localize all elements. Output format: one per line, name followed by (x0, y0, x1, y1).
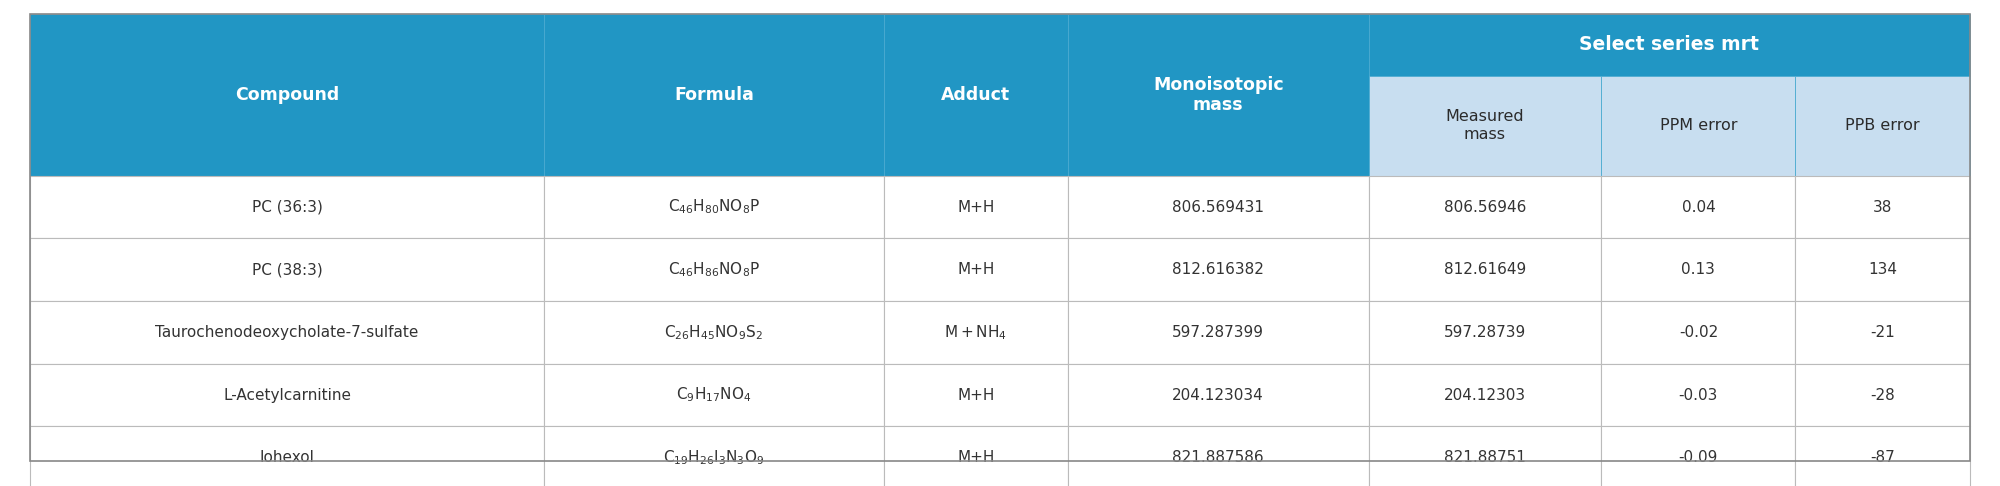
Text: -0.02: -0.02 (1678, 325, 1718, 340)
Bar (30, 175, 544, 238)
Text: $\mathregular{C_{19}H_{26}I_{3}N_{3}O_{9}}$: $\mathregular{C_{19}H_{26}I_{3}N_{3}O_{9… (664, 448, 764, 467)
Bar (884, 175, 1068, 238)
Text: $\mathregular{C_{9}H_{17}NO_{4}}$: $\mathregular{C_{9}H_{17}NO_{4}}$ (676, 386, 752, 404)
Bar (30, 426, 544, 486)
Text: -87: -87 (1870, 450, 1896, 465)
Bar (1368, 175, 1602, 238)
Text: Adduct: Adduct (942, 86, 1010, 104)
Bar (1368, 301, 1602, 364)
Text: Taurochenodeoxycholate-7-sulfate: Taurochenodeoxycholate-7-sulfate (156, 325, 418, 340)
Text: 821.887586: 821.887586 (1172, 450, 1264, 465)
Bar (30, 301, 544, 364)
Bar (1602, 238, 1796, 301)
Text: 597.287399: 597.287399 (1172, 325, 1264, 340)
Text: 0.13: 0.13 (1682, 262, 1716, 277)
Text: 812.616382: 812.616382 (1172, 262, 1264, 277)
Bar (1796, 76, 1970, 175)
Text: $\mathregular{M+NH_{4}}$: $\mathregular{M+NH_{4}}$ (944, 323, 1008, 342)
Text: $\mathregular{C_{26}H_{45}NO_{9}S_{2}}$: $\mathregular{C_{26}H_{45}NO_{9}S_{2}}$ (664, 323, 764, 342)
Bar (1368, 426, 1602, 486)
Bar (544, 426, 884, 486)
Text: -0.03: -0.03 (1678, 387, 1718, 402)
Bar (884, 238, 1068, 301)
Bar (1796, 301, 1970, 364)
Bar (544, 364, 884, 426)
Text: Measured
mass: Measured mass (1446, 109, 1524, 142)
Text: PC (38:3): PC (38:3) (252, 262, 322, 277)
Text: Compound: Compound (234, 86, 340, 104)
Text: PC (36:3): PC (36:3) (252, 199, 322, 214)
Text: -28: -28 (1870, 387, 1896, 402)
Bar (1068, 238, 1368, 301)
Bar (1368, 14, 1970, 76)
Bar (1368, 76, 1602, 175)
Text: Formula: Formula (674, 86, 754, 104)
Bar (1796, 426, 1970, 486)
Bar (1068, 426, 1368, 486)
Bar (1602, 76, 1796, 175)
Text: 0.04: 0.04 (1682, 199, 1716, 214)
Text: Monoisotopic
mass: Monoisotopic mass (1152, 75, 1284, 114)
Bar (1602, 426, 1796, 486)
Text: PPB error: PPB error (1846, 118, 1920, 133)
Text: 597.28739: 597.28739 (1444, 325, 1526, 340)
Text: $\mathregular{C_{46}H_{80}NO_{8}P}$: $\mathregular{C_{46}H_{80}NO_{8}P}$ (668, 198, 760, 216)
Bar (1368, 238, 1602, 301)
Bar (1796, 238, 1970, 301)
Text: 204.123034: 204.123034 (1172, 387, 1264, 402)
Text: 806.56946: 806.56946 (1444, 199, 1526, 214)
Text: Iohexol: Iohexol (260, 450, 314, 465)
Bar (1068, 175, 1368, 238)
Text: -0.09: -0.09 (1678, 450, 1718, 465)
Text: M+H: M+H (958, 199, 994, 214)
Text: 134: 134 (1868, 262, 1898, 277)
Bar (884, 301, 1068, 364)
Bar (1602, 364, 1796, 426)
Text: M+H: M+H (958, 387, 994, 402)
Text: 204.12303: 204.12303 (1444, 387, 1526, 402)
Bar (544, 14, 884, 175)
Text: 821.88751: 821.88751 (1444, 450, 1526, 465)
Bar (1368, 364, 1602, 426)
Bar (1068, 364, 1368, 426)
Text: M+H: M+H (958, 262, 994, 277)
Bar (30, 14, 544, 175)
Bar (1602, 301, 1796, 364)
Bar (1796, 175, 1970, 238)
Bar (884, 14, 1068, 175)
Text: 38: 38 (1874, 199, 1892, 214)
Bar (30, 238, 544, 301)
Bar (544, 238, 884, 301)
Bar (1602, 175, 1796, 238)
Bar (884, 364, 1068, 426)
Text: M+H: M+H (958, 450, 994, 465)
Text: L-Acetylcarnitine: L-Acetylcarnitine (224, 387, 352, 402)
Bar (1068, 301, 1368, 364)
Bar (544, 301, 884, 364)
Text: $\mathregular{C_{46}H_{86}NO_{8}P}$: $\mathregular{C_{46}H_{86}NO_{8}P}$ (668, 260, 760, 279)
Bar (30, 364, 544, 426)
Bar (1068, 14, 1368, 175)
Bar (544, 175, 884, 238)
Text: -21: -21 (1870, 325, 1896, 340)
Bar (884, 426, 1068, 486)
Text: 806.569431: 806.569431 (1172, 199, 1264, 214)
Text: Select series mrt: Select series mrt (1580, 35, 1760, 54)
Text: 812.61649: 812.61649 (1444, 262, 1526, 277)
Bar (1796, 364, 1970, 426)
Text: PPM error: PPM error (1660, 118, 1738, 133)
